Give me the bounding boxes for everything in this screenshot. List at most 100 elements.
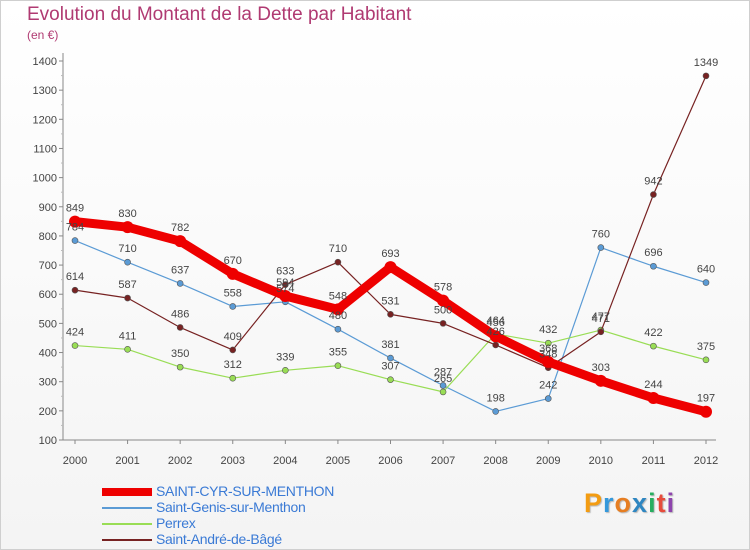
data-point-perrex bbox=[282, 367, 289, 374]
series-line-saint-andre bbox=[74, 75, 707, 369]
data-point-saint-cyr bbox=[437, 294, 450, 307]
data-point-saint-genis bbox=[124, 258, 131, 266]
x-tick-label: 2011 bbox=[642, 455, 666, 467]
x-tick-label: 2008 bbox=[483, 455, 507, 467]
data-label-perrex: 307 bbox=[381, 361, 399, 373]
y-tick-label: 1100 bbox=[33, 143, 57, 155]
data-label-saint-andre: 614 bbox=[66, 271, 84, 283]
x-tick-label: 2010 bbox=[589, 455, 613, 467]
x-tick-label: 2002 bbox=[168, 455, 192, 467]
y-tick-label: 1200 bbox=[33, 114, 57, 126]
data-label-perrex: 411 bbox=[119, 330, 137, 342]
data-point-saint-genis bbox=[176, 280, 184, 287]
data-point-saint-genis bbox=[597, 244, 605, 251]
x-tick-label: 2001 bbox=[115, 455, 139, 467]
data-label-saint-genis: 710 bbox=[118, 243, 136, 255]
data-label-perrex: 350 bbox=[171, 348, 189, 360]
data-point-saint-genis bbox=[387, 354, 394, 362]
proxiti-logo: Proxiti bbox=[584, 488, 676, 518]
data-label-perrex: 424 bbox=[66, 327, 84, 339]
x-tick-label: 2000 bbox=[63, 455, 87, 467]
legend-label-saint-andre: Saint-André-de-Bâgé bbox=[156, 531, 282, 547]
chart-title: Evolution du Montant de la Dette par Hab… bbox=[27, 4, 412, 25]
data-point-saint-cyr bbox=[331, 303, 344, 316]
y-tick-label: 100 bbox=[39, 435, 57, 447]
data-label-saint-cyr: 830 bbox=[118, 208, 136, 220]
data-label-saint-cyr: 197 bbox=[697, 393, 715, 405]
data-label-saint-andre: 633 bbox=[276, 266, 294, 278]
data-point-perrex bbox=[544, 339, 552, 347]
data-point-saint-andre bbox=[124, 294, 131, 302]
data-label-saint-genis: 784 bbox=[66, 222, 84, 234]
data-point-saint-genis bbox=[702, 279, 710, 286]
data-label-saint-genis: 287 bbox=[434, 366, 452, 378]
data-label-saint-andre: 587 bbox=[118, 279, 136, 291]
data-point-perrex bbox=[387, 376, 394, 383]
data-label-saint-cyr: 782 bbox=[171, 222, 189, 234]
data-point-saint-andre bbox=[492, 341, 499, 349]
data-label-saint-andre: 486 bbox=[171, 308, 189, 320]
legend-swatch-perrex bbox=[102, 523, 152, 525]
legend-label-perrex: Perrex bbox=[156, 515, 196, 531]
data-point-saint-cyr bbox=[174, 235, 187, 248]
data-label-perrex: 422 bbox=[644, 327, 662, 339]
x-tick-label: 2007 bbox=[431, 455, 455, 467]
data-point-saint-genis bbox=[229, 303, 237, 310]
data-label-saint-cyr: 578 bbox=[434, 282, 452, 294]
y-tick-label: 1400 bbox=[33, 56, 57, 68]
legend-swatch-saint-cyr bbox=[102, 488, 152, 496]
data-label-saint-genis: 198 bbox=[486, 392, 504, 404]
data-label-perrex: 432 bbox=[539, 324, 557, 336]
data-point-saint-cyr bbox=[700, 405, 712, 418]
data-point-saint-genis bbox=[334, 325, 342, 333]
data-label-saint-andre: 500 bbox=[434, 304, 452, 316]
x-tick-label: 2012 bbox=[694, 455, 718, 467]
y-tick-label: 1300 bbox=[33, 85, 57, 97]
data-label-saint-cyr: 594 bbox=[276, 277, 294, 289]
y-tick-label: 300 bbox=[39, 377, 57, 389]
data-label-saint-genis: 640 bbox=[697, 264, 715, 276]
data-point-saint-andre bbox=[71, 286, 79, 294]
x-tick-label: 2004 bbox=[273, 455, 297, 467]
data-point-saint-cyr bbox=[69, 215, 81, 228]
y-tick-label: 400 bbox=[39, 348, 57, 360]
y-tick-label: 1000 bbox=[33, 173, 57, 185]
data-label-saint-andre: 471 bbox=[592, 313, 610, 325]
x-tick-label: 2003 bbox=[221, 455, 245, 467]
data-label-saint-andre: 1349 bbox=[694, 57, 718, 69]
data-label-saint-andre: 531 bbox=[381, 295, 399, 307]
y-tick-label: 600 bbox=[39, 289, 57, 301]
data-point-saint-andre bbox=[229, 346, 237, 354]
data-label-saint-genis: 696 bbox=[644, 247, 662, 259]
data-label-saint-andre: 942 bbox=[644, 176, 662, 188]
data-label-perrex: 312 bbox=[224, 359, 242, 371]
data-label-saint-genis: 574 bbox=[276, 283, 294, 295]
data-label-saint-genis: 242 bbox=[539, 380, 557, 392]
y-tick-label: 700 bbox=[39, 260, 57, 272]
data-point-saint-andre bbox=[334, 258, 342, 266]
data-point-saint-genis bbox=[439, 382, 447, 389]
data-label-saint-andre: 710 bbox=[329, 243, 347, 255]
data-point-saint-cyr bbox=[489, 330, 502, 343]
data-point-perrex bbox=[71, 342, 79, 349]
data-point-perrex bbox=[702, 356, 710, 364]
y-tick-label: 900 bbox=[39, 202, 57, 214]
data-label-saint-andre: 409 bbox=[224, 331, 242, 343]
data-label-saint-genis: 760 bbox=[592, 229, 610, 241]
data-label-saint-andre: 426 bbox=[486, 326, 504, 338]
data-point-saint-cyr bbox=[384, 261, 397, 274]
data-point-saint-andre bbox=[597, 328, 605, 336]
data-label-saint-genis: 480 bbox=[329, 310, 347, 322]
y-tick-label: 800 bbox=[39, 231, 57, 243]
data-point-saint-andre bbox=[439, 320, 447, 327]
data-point-saint-andre bbox=[176, 324, 184, 331]
data-point-saint-genis bbox=[650, 262, 657, 270]
data-point-saint-cyr bbox=[121, 221, 134, 234]
legend-label-saint-genis: Saint-Genis-sur-Menthon bbox=[156, 499, 306, 515]
data-label-perrex: 375 bbox=[697, 341, 715, 353]
data-point-saint-cyr bbox=[647, 392, 660, 405]
data-label-perrex: 355 bbox=[329, 347, 347, 359]
data-point-saint-andre bbox=[282, 281, 289, 288]
data-point-saint-genis bbox=[544, 395, 552, 402]
